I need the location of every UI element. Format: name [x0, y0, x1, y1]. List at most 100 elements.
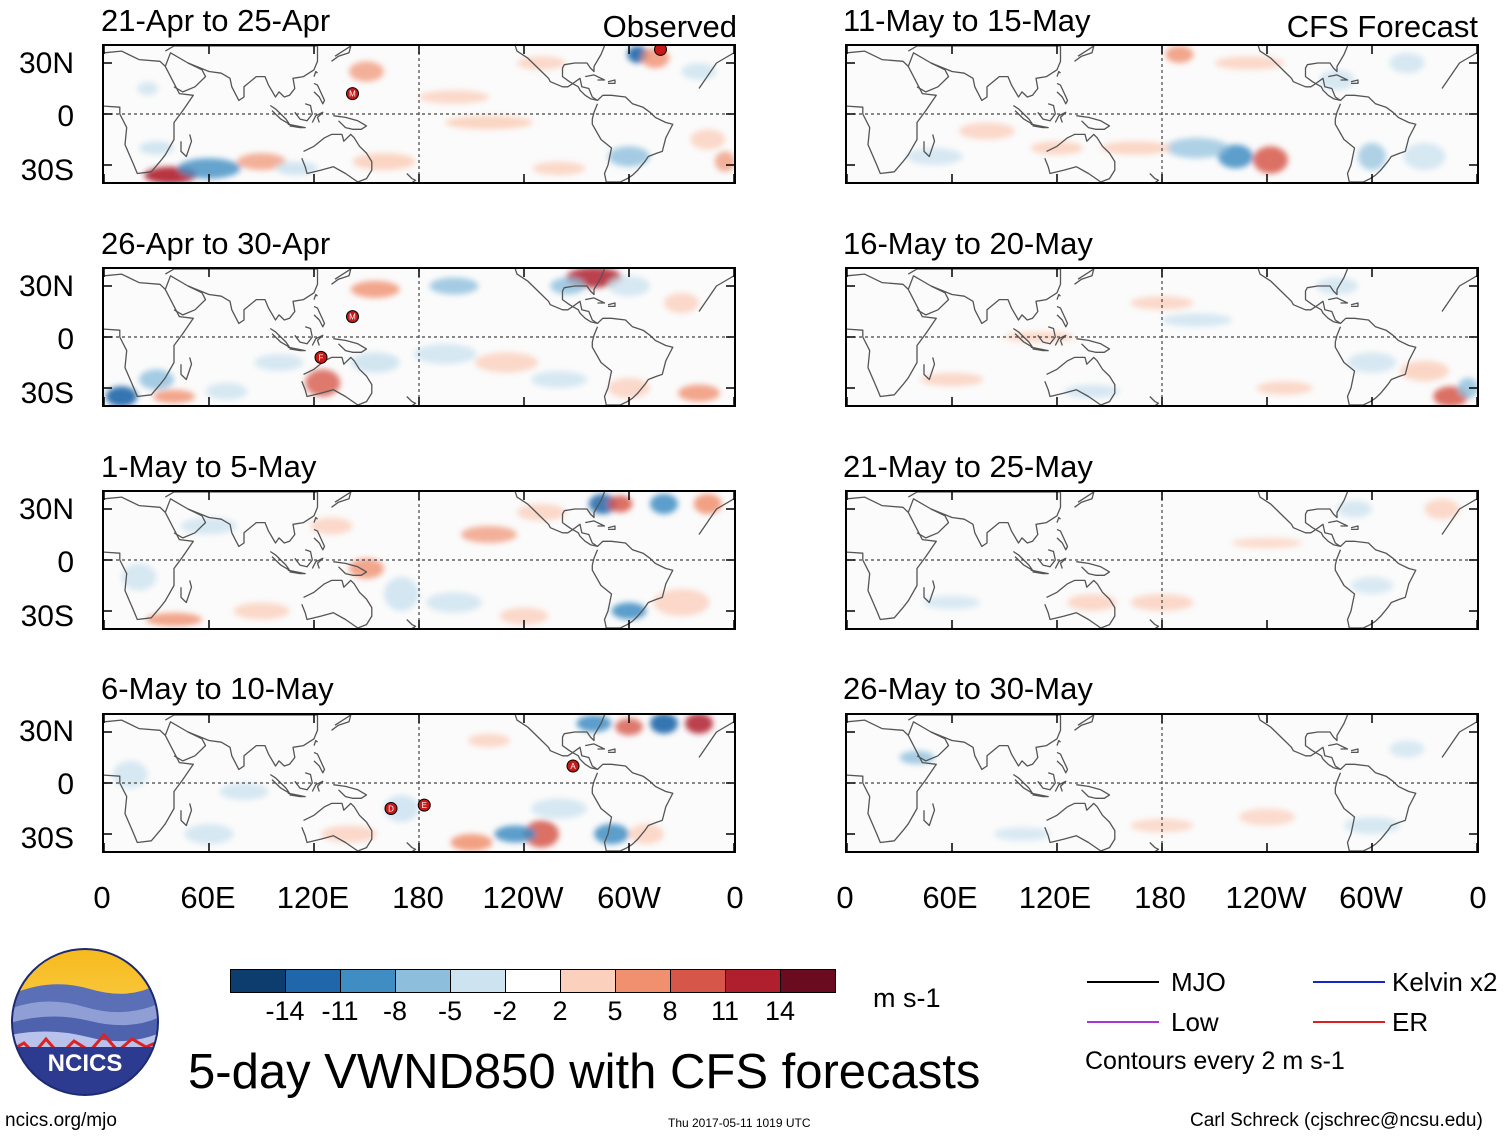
- anomaly-blob: [1030, 141, 1084, 155]
- lon-label-180-right: 180: [1134, 880, 1186, 915]
- anomaly-blob: [531, 371, 587, 388]
- coastline-samerica: [591, 317, 674, 405]
- coastline-hisp: [607, 748, 616, 754]
- anomaly-blob: [1389, 740, 1425, 758]
- anomaly-blob: [693, 493, 722, 515]
- anomaly-blob: [413, 343, 477, 365]
- colorbar-swatch: [505, 969, 561, 993]
- coastline-sulawesi: [1054, 334, 1067, 346]
- storm-marker-label: M: [349, 90, 356, 99]
- anomaly-blob: [608, 275, 650, 297]
- anomaly-blob: [494, 825, 537, 843]
- map-canvas: [104, 492, 734, 628]
- lon-label-60e-right: 60E: [922, 880, 978, 915]
- colorbar-swatch: [285, 969, 341, 993]
- coastline-ng: [1076, 784, 1111, 799]
- anomaly-blob: [608, 377, 650, 399]
- coastline-borneo: [294, 549, 313, 568]
- anomaly-blob: [1100, 141, 1171, 155]
- coastline-australia: [1044, 579, 1116, 628]
- map-panel-fc-3: [845, 490, 1479, 630]
- coastline-australia: [301, 356, 373, 405]
- contour-note: Contours every 2 m s-1: [1085, 1047, 1345, 1075]
- coastline-hisp: [1350, 748, 1359, 754]
- anomaly-blob: [1316, 277, 1358, 295]
- anomaly-blob: [384, 577, 419, 611]
- coastline-phil: [313, 82, 326, 105]
- coastline-asia: [164, 492, 319, 548]
- anomaly-blob: [112, 760, 148, 789]
- coastline-cuba: [1328, 520, 1349, 527]
- coastline-africaW: [1441, 275, 1477, 312]
- colorbar-swatch: [230, 969, 286, 993]
- coastline-cuba: [585, 743, 606, 750]
- coastline-australia: [301, 802, 373, 851]
- logo-text: NCICS: [48, 1050, 123, 1077]
- colorbar-swatch: [340, 969, 396, 993]
- coastline-asia: [164, 46, 319, 102]
- coastline-japan: [331, 715, 352, 731]
- anomaly-blob: [1165, 137, 1229, 159]
- coastline-madagascar: [923, 803, 936, 827]
- coastline-hisp: [607, 525, 616, 531]
- coastline-nz: [1149, 396, 1160, 405]
- anomaly-blob: [384, 794, 419, 823]
- lat-label-30n: 30N: [18, 47, 74, 80]
- anomaly-blob: [959, 122, 1015, 140]
- mjo-legend-line: [1087, 981, 1159, 983]
- coastline-japan: [1074, 715, 1095, 731]
- coastline-sumatra: [1012, 327, 1034, 348]
- map-panel-obs-3: [102, 490, 736, 630]
- map-canvas: [847, 46, 1477, 182]
- map-panel-obs-1: M: [102, 44, 736, 184]
- colorbar-swatch: [725, 969, 781, 993]
- anomaly-blob: [550, 277, 586, 295]
- anomaly-blob: [233, 602, 290, 620]
- panel-title-obs-3: 1-May to 5-May: [101, 449, 317, 484]
- coastline-taiwan: [1056, 70, 1061, 77]
- anomaly-blob: [1165, 46, 1194, 63]
- anomaly-blob: [1256, 381, 1313, 395]
- colorbar-swatch: [560, 969, 616, 993]
- anomaly-blob: [1232, 537, 1302, 549]
- coastline-samerica: [1334, 94, 1417, 182]
- cfs-forecast-tag: CFS Forecast: [1286, 9, 1478, 44]
- colorbar-label: -11: [321, 996, 359, 1026]
- coastline-asia: [164, 269, 319, 325]
- anomaly-blob: [499, 607, 549, 625]
- coastline-nz: [1149, 842, 1160, 851]
- footer-url[interactable]: ncics.org/mjo: [5, 1110, 117, 1131]
- storm-marker: M: [346, 87, 359, 101]
- storm-marker: E: [417, 798, 431, 812]
- anomaly-blob: [1403, 142, 1446, 171]
- coastline-africaW: [698, 498, 734, 535]
- anomaly-blob: [524, 820, 559, 848]
- coastline-nz: [406, 842, 417, 851]
- coastline-ng: [333, 561, 368, 576]
- coastline-phil: [1056, 751, 1069, 774]
- coastline-australia: [1044, 802, 1116, 851]
- anomaly-blob: [445, 115, 533, 130]
- coastline-sulawesi: [1054, 557, 1067, 569]
- coastline-sumatra: [269, 550, 291, 571]
- coastline-namerica: [1257, 269, 1349, 325]
- coastline-namerica: [514, 46, 606, 102]
- low-legend-label: Low: [1171, 1007, 1219, 1037]
- map-panel-fc-4: [845, 713, 1479, 853]
- lat-label-30n: 30N: [18, 493, 74, 526]
- coastline-africaW: [698, 721, 734, 758]
- lon-label-60w-left: 60W: [597, 880, 661, 915]
- map-canvas: A D E: [104, 715, 734, 851]
- map-panel-fc-1: [845, 44, 1479, 184]
- anomaly-blob: [664, 292, 699, 314]
- lon-label-120w-right: 120W: [1225, 880, 1307, 915]
- coastline-taiwan: [1056, 739, 1061, 746]
- lat-label-30n: 30N: [18, 270, 74, 303]
- coastline-namerica: [1257, 492, 1349, 548]
- lat-label-30n: 30N: [18, 715, 74, 748]
- lon-label-120e-left: 120E: [276, 880, 350, 915]
- coastline-hisp: [1350, 79, 1359, 85]
- coastline-ng: [333, 338, 368, 353]
- low-legend-line: [1087, 1021, 1159, 1023]
- coastline-sumatra: [1012, 550, 1034, 571]
